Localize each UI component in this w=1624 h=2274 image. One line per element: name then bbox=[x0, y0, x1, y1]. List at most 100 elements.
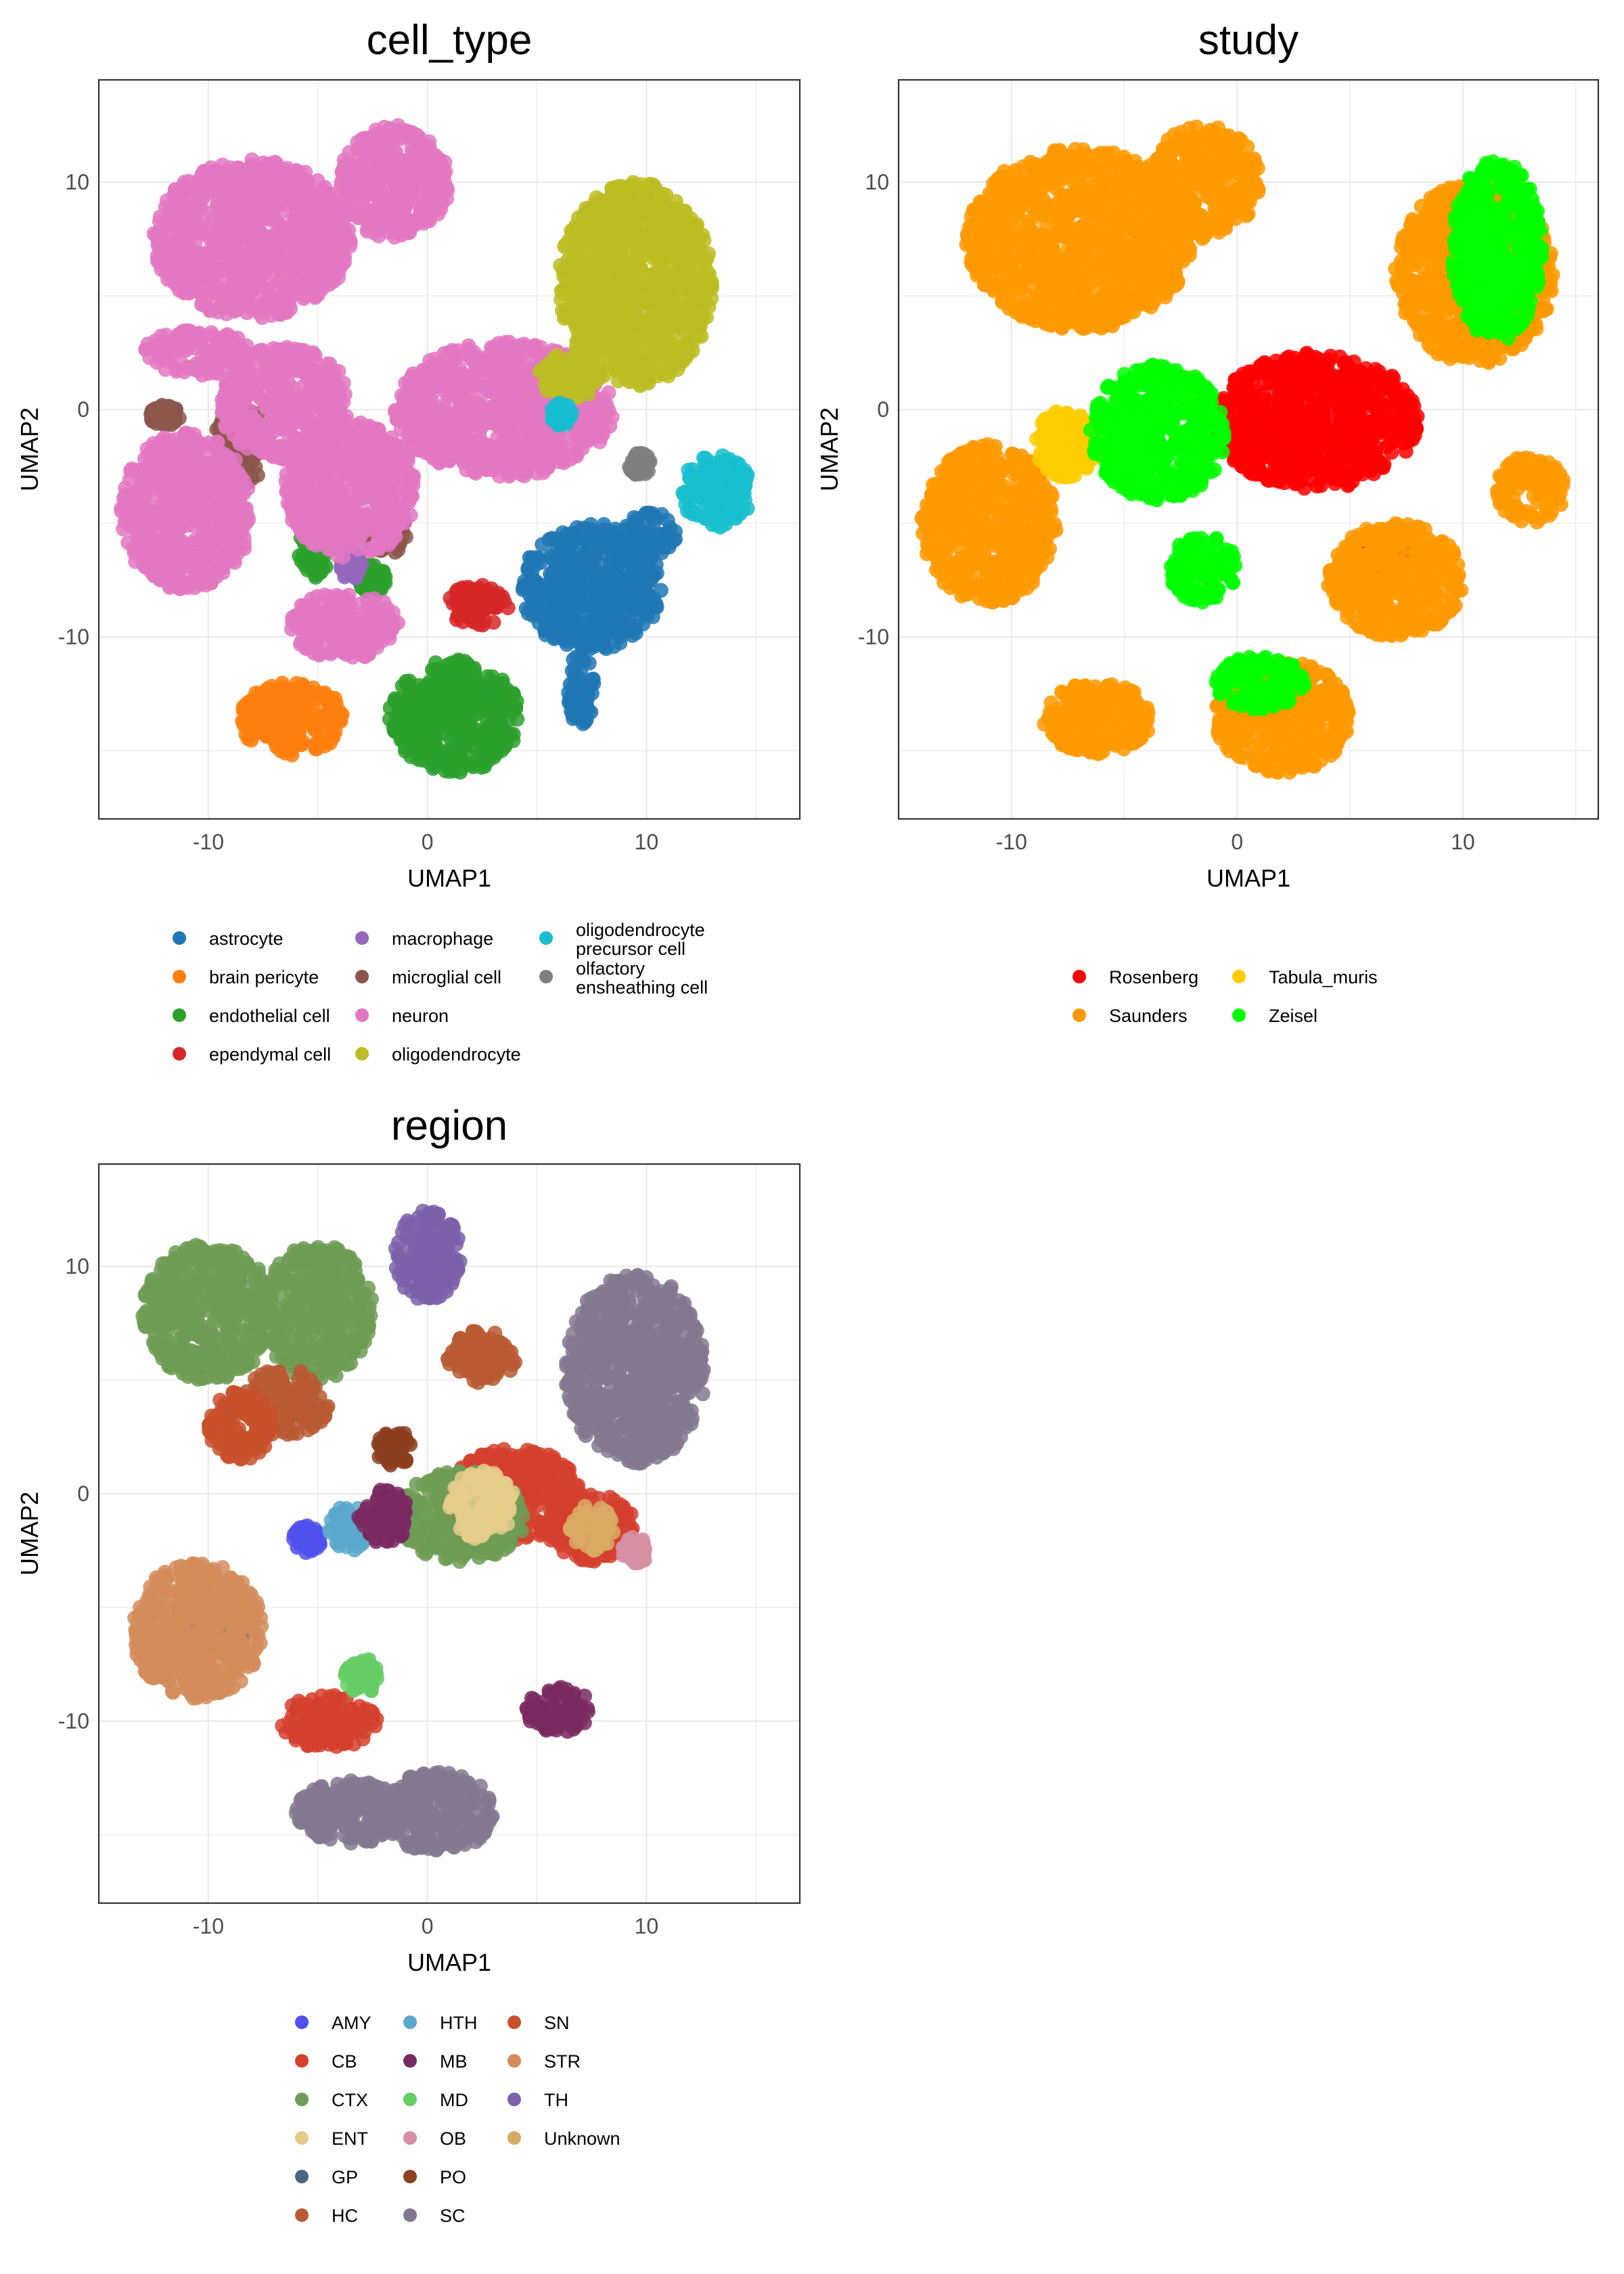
point bbox=[229, 481, 245, 496]
point bbox=[260, 282, 275, 298]
point bbox=[334, 223, 350, 238]
point bbox=[149, 464, 164, 479]
point bbox=[132, 503, 148, 518]
point bbox=[317, 179, 332, 195]
point bbox=[257, 690, 273, 705]
point bbox=[537, 623, 553, 638]
point bbox=[333, 713, 348, 729]
point bbox=[196, 535, 211, 551]
point bbox=[555, 525, 570, 541]
point bbox=[366, 141, 382, 156]
point bbox=[277, 702, 292, 717]
point bbox=[210, 263, 226, 278]
point bbox=[591, 531, 607, 546]
point bbox=[334, 257, 350, 273]
point bbox=[638, 506, 654, 521]
point bbox=[404, 125, 419, 140]
point bbox=[489, 445, 504, 460]
point bbox=[574, 562, 590, 578]
point bbox=[213, 488, 229, 504]
point bbox=[499, 399, 514, 414]
point bbox=[515, 458, 531, 474]
point bbox=[385, 202, 400, 218]
point bbox=[204, 205, 219, 220]
point bbox=[459, 462, 474, 478]
point bbox=[160, 514, 176, 530]
point bbox=[124, 487, 139, 503]
point bbox=[145, 504, 161, 520]
point bbox=[375, 565, 390, 581]
point bbox=[540, 460, 556, 475]
point bbox=[565, 596, 581, 612]
point bbox=[432, 665, 447, 680]
point bbox=[447, 386, 463, 401]
point bbox=[565, 707, 581, 721]
point bbox=[595, 619, 611, 634]
point bbox=[449, 612, 464, 627]
point bbox=[199, 449, 215, 465]
point bbox=[434, 159, 449, 175]
point bbox=[217, 459, 232, 474]
point bbox=[225, 247, 240, 263]
point bbox=[240, 720, 255, 736]
point bbox=[344, 510, 360, 525]
point bbox=[388, 719, 403, 735]
point bbox=[400, 703, 415, 719]
point bbox=[322, 529, 338, 545]
point bbox=[384, 481, 400, 495]
point bbox=[549, 610, 565, 626]
point bbox=[371, 197, 386, 213]
point bbox=[285, 512, 300, 528]
point bbox=[294, 497, 310, 512]
point bbox=[235, 266, 251, 281]
point bbox=[273, 241, 289, 257]
point bbox=[175, 441, 189, 457]
point bbox=[560, 560, 576, 576]
point bbox=[269, 720, 284, 736]
point bbox=[518, 601, 534, 617]
point bbox=[175, 534, 190, 550]
point bbox=[269, 156, 285, 172]
point bbox=[316, 200, 332, 215]
point bbox=[145, 436, 161, 451]
point bbox=[366, 510, 382, 525]
point bbox=[117, 514, 133, 529]
point bbox=[280, 736, 296, 752]
point bbox=[138, 519, 154, 535]
point bbox=[181, 200, 196, 216]
point bbox=[569, 520, 585, 535]
point bbox=[355, 452, 370, 468]
point bbox=[336, 457, 352, 472]
point bbox=[152, 538, 168, 554]
point bbox=[426, 428, 442, 444]
point bbox=[388, 404, 403, 420]
point bbox=[321, 497, 336, 513]
point bbox=[577, 654, 592, 669]
point bbox=[460, 705, 476, 721]
point bbox=[401, 179, 417, 195]
point bbox=[195, 517, 210, 533]
point bbox=[415, 407, 430, 422]
point bbox=[197, 548, 212, 564]
point bbox=[240, 699, 254, 715]
point bbox=[625, 627, 640, 643]
point bbox=[606, 600, 621, 616]
point bbox=[484, 357, 500, 373]
point bbox=[206, 183, 222, 198]
point bbox=[148, 481, 163, 497]
point bbox=[223, 164, 239, 179]
point bbox=[160, 437, 175, 453]
point bbox=[581, 541, 595, 557]
point bbox=[314, 282, 330, 297]
point bbox=[515, 347, 531, 362]
point bbox=[344, 527, 360, 542]
point bbox=[467, 407, 482, 423]
point bbox=[616, 577, 632, 593]
point bbox=[300, 520, 315, 535]
point bbox=[401, 721, 417, 736]
point bbox=[254, 179, 270, 194]
point bbox=[403, 749, 419, 765]
point bbox=[160, 217, 176, 232]
point bbox=[385, 133, 401, 149]
point bbox=[415, 208, 431, 223]
